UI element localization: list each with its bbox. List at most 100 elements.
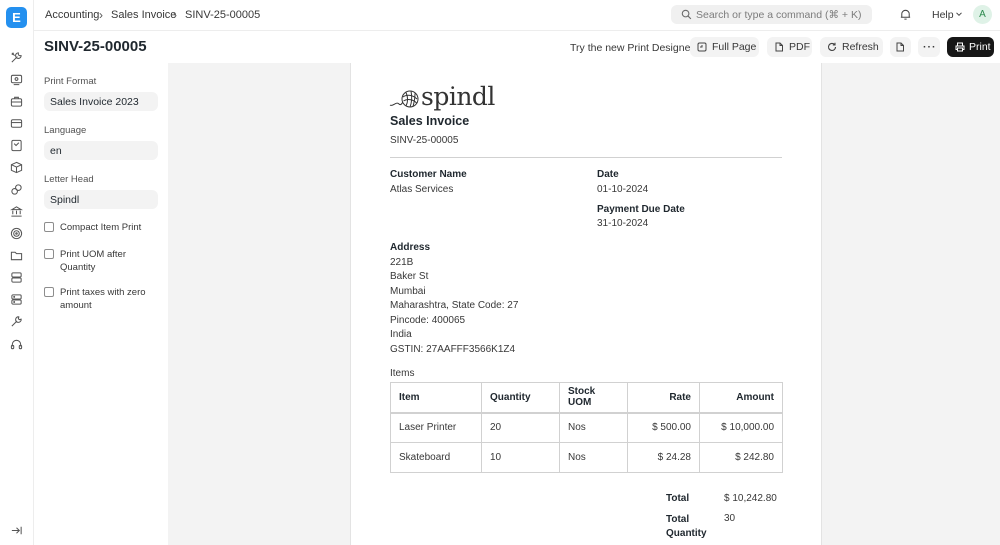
letter-head-label: Letter Head xyxy=(44,174,94,185)
expand-icon xyxy=(697,42,707,52)
brand-logo-text: spindl xyxy=(421,82,495,111)
table-row: Laser Printer 20 Nos $ 500.00 $ 10,000.0… xyxy=(390,412,783,443)
print-designer-link[interactable]: Try the new Print Designer xyxy=(570,42,694,54)
column-header: Stock UOM xyxy=(559,382,628,414)
column-header: Rate xyxy=(627,382,700,414)
address-line: GSTIN: 27AAFFF3566K1Z4 xyxy=(390,344,516,355)
invoice-number: SINV-25-00005 xyxy=(390,135,459,146)
headset-icon[interactable] xyxy=(10,338,23,351)
card-icon[interactable] xyxy=(10,117,23,130)
compact-item-print-label: Compact Item Print xyxy=(60,222,142,233)
more-options-button[interactable]: ··· xyxy=(918,37,940,57)
table-cell: Nos xyxy=(559,442,628,473)
date-value: 01-10-2024 xyxy=(597,184,649,195)
search-placeholder: Search or type a command (⌘ + K) xyxy=(696,9,862,21)
address-line: Mumbai xyxy=(390,286,426,297)
puzzle-icon[interactable] xyxy=(10,183,23,196)
breadcrumb-sales-invoice[interactable]: Sales Invoice xyxy=(111,9,177,21)
help-menu[interactable]: Help xyxy=(932,9,954,21)
tools-icon[interactable] xyxy=(10,51,23,64)
server-icon[interactable] xyxy=(10,293,23,306)
search-bar[interactable]: Search or type a command (⌘ + K) xyxy=(671,5,872,24)
table-cell: $ 242.80 xyxy=(699,442,783,473)
customer-name-label: Customer Name xyxy=(390,169,467,180)
column-header: Item xyxy=(390,382,482,414)
customer-name-value: Atlas Services xyxy=(390,184,454,195)
app-logo[interactable]: E xyxy=(6,7,27,28)
file-icon xyxy=(775,42,783,52)
refresh-label: Refresh xyxy=(842,41,879,53)
column-header: Quantity xyxy=(481,382,560,414)
language-field[interactable]: en xyxy=(44,141,158,160)
table-cell: 20 xyxy=(481,412,560,443)
breadcrumb-current[interactable]: SINV-25-00005 xyxy=(185,9,261,21)
folder-icon[interactable] xyxy=(10,249,23,262)
avatar[interactable]: A xyxy=(973,5,992,24)
total-quantity-label: Total Quantity xyxy=(666,514,707,539)
compact-item-print-checkbox[interactable] xyxy=(44,222,54,232)
receipt-icon[interactable] xyxy=(10,139,23,152)
table-cell: $ 500.00 xyxy=(627,412,700,443)
table-row: Skateboard 10 Nos $ 24.28 $ 242.80 xyxy=(390,442,783,473)
desktop-icon[interactable] xyxy=(10,73,23,86)
table-header-row: Item Quantity Stock UOM Rate Amount xyxy=(390,382,783,414)
table-cell: $ 24.28 xyxy=(627,442,700,473)
divider xyxy=(390,157,782,158)
full-page-label: Full Page xyxy=(712,41,757,53)
wrench-icon[interactable] xyxy=(10,315,23,328)
total-value: $ 10,242.80 xyxy=(724,493,777,504)
print-button[interactable]: Print xyxy=(947,37,994,57)
refresh-button[interactable]: Refresh xyxy=(820,37,883,57)
print-label: Print xyxy=(969,41,991,53)
database-icon[interactable] xyxy=(10,271,23,284)
letter-head-field[interactable]: Spindl xyxy=(44,190,158,209)
print-taxes-zero-label: Print taxes with zero amount xyxy=(60,287,146,311)
invoice-page: spindl Sales Invoice SINV-25-00005 Custo… xyxy=(350,63,822,545)
pdf-button[interactable]: PDF xyxy=(767,37,812,57)
top-navbar: Accounting › Sales Invoice › SINV-25-000… xyxy=(34,0,1000,31)
invoice-title: Sales Invoice xyxy=(390,114,470,128)
print-uom-checkbox[interactable] xyxy=(44,249,54,259)
page-title: SINV-25-00005 xyxy=(44,38,147,55)
address-line: Baker St xyxy=(390,271,429,282)
column-header: Amount xyxy=(699,382,783,414)
chevron-down-icon[interactable] xyxy=(955,10,963,18)
address-line: India xyxy=(390,329,412,340)
items-table: Item Quantity Stock UOM Rate Amount Lase… xyxy=(390,382,783,473)
print-taxes-zero-checkbox[interactable] xyxy=(44,287,54,297)
chevron-right-icon: › xyxy=(173,8,177,22)
full-page-button[interactable]: Full Page xyxy=(690,37,759,57)
search-icon xyxy=(681,9,692,20)
document-icon xyxy=(896,42,904,52)
payment-due-label: Payment Due Date xyxy=(597,204,685,215)
printer-icon xyxy=(955,42,965,52)
address-line: Pincode: 400065 xyxy=(390,315,466,326)
print-format-label: Print Format xyxy=(44,76,97,87)
print-format-field[interactable]: Sales Invoice 2023 xyxy=(44,92,158,111)
total-label: Total xyxy=(666,493,690,504)
print-preview-area: spindl Sales Invoice SINV-25-00005 Custo… xyxy=(168,63,1000,545)
date-label: Date xyxy=(597,169,619,180)
address-line: Maharashtra, State Code: 27 xyxy=(390,300,519,311)
briefcase-icon[interactable] xyxy=(10,95,23,108)
collapse-icon[interactable] xyxy=(10,524,23,537)
address-line: 221B xyxy=(390,257,414,268)
box-icon[interactable] xyxy=(10,161,23,174)
print-uom-label: Print UOM after Quantity xyxy=(60,249,126,273)
address-label: Address xyxy=(390,242,431,253)
notification-bell-icon[interactable] xyxy=(899,8,912,21)
table-cell: Laser Printer xyxy=(390,412,482,443)
pdf-label: PDF xyxy=(789,41,810,53)
icon-sidebar: E xyxy=(0,0,34,545)
breadcrumb-accounting[interactable]: Accounting xyxy=(45,9,100,21)
yarn-ball-logo-icon xyxy=(389,90,419,108)
target-icon[interactable] xyxy=(10,227,23,240)
table-cell: 10 xyxy=(481,442,560,473)
new-document-button[interactable] xyxy=(890,37,911,57)
payment-due-value: 31-10-2024 xyxy=(597,218,649,229)
language-label: Language xyxy=(44,125,87,136)
table-cell: Skateboard xyxy=(390,442,482,473)
total-quantity-value: 30 xyxy=(724,513,736,524)
bank-icon[interactable] xyxy=(10,205,23,218)
items-label: Items xyxy=(390,368,415,379)
